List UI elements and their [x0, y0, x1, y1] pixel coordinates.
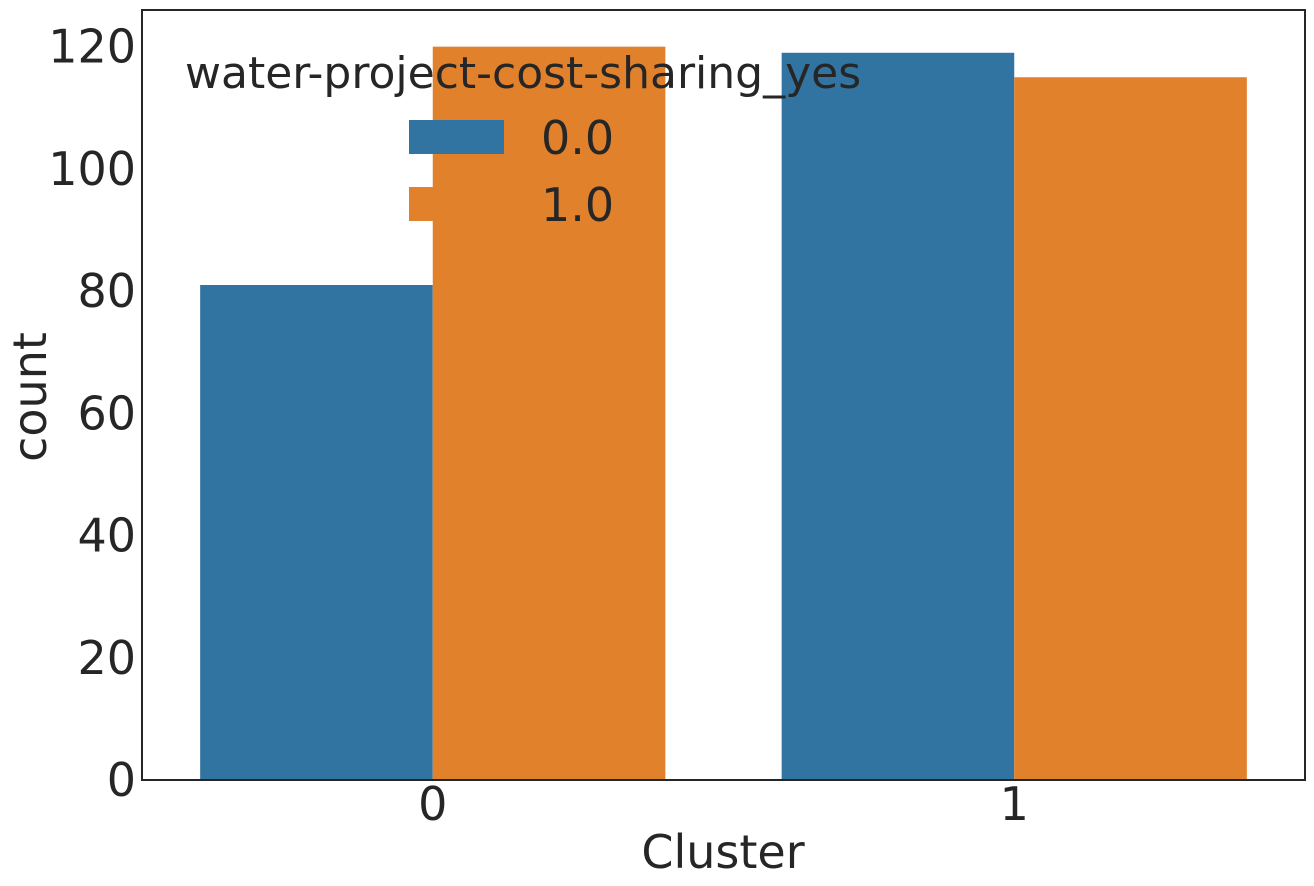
legend-swatch-0 — [409, 120, 504, 154]
bars-group — [200, 46, 1247, 781]
x-tick-label: 1 — [1000, 777, 1029, 831]
bar-cluster-1-series-1.0 — [1014, 77, 1247, 780]
y-tick-label: 100 — [48, 142, 136, 196]
legend-title: water-project-cost-sharing_yes — [185, 48, 861, 99]
legend-swatch-1 — [409, 187, 504, 221]
x-tick-label: 0 — [418, 777, 447, 831]
y-axis-label: count — [3, 332, 57, 462]
legend-label-0: 0.0 — [541, 111, 614, 165]
bar-cluster-1-series-0.0 — [781, 52, 1015, 781]
y-tick-label: 0 — [107, 753, 136, 807]
legend: water-project-cost-sharing_yes 0.0 1.0 — [185, 48, 861, 232]
bar-cluster-0-series-1.0 — [432, 46, 666, 780]
y-tick-label: 120 — [48, 20, 136, 74]
x-axis-label: Cluster — [641, 825, 804, 879]
bar-cluster-0-series-0.0 — [200, 285, 433, 780]
plot-frame — [141, 9, 1306, 781]
legend-label-1: 1.0 — [541, 178, 614, 232]
y-tick-label: 80 — [77, 264, 136, 318]
y-tick-label: 40 — [77, 509, 136, 563]
y-tick-labels: 0 20 40 60 80 100 120 — [48, 20, 136, 807]
y-tick-label: 60 — [77, 386, 136, 440]
y-tick-label: 20 — [77, 631, 136, 685]
